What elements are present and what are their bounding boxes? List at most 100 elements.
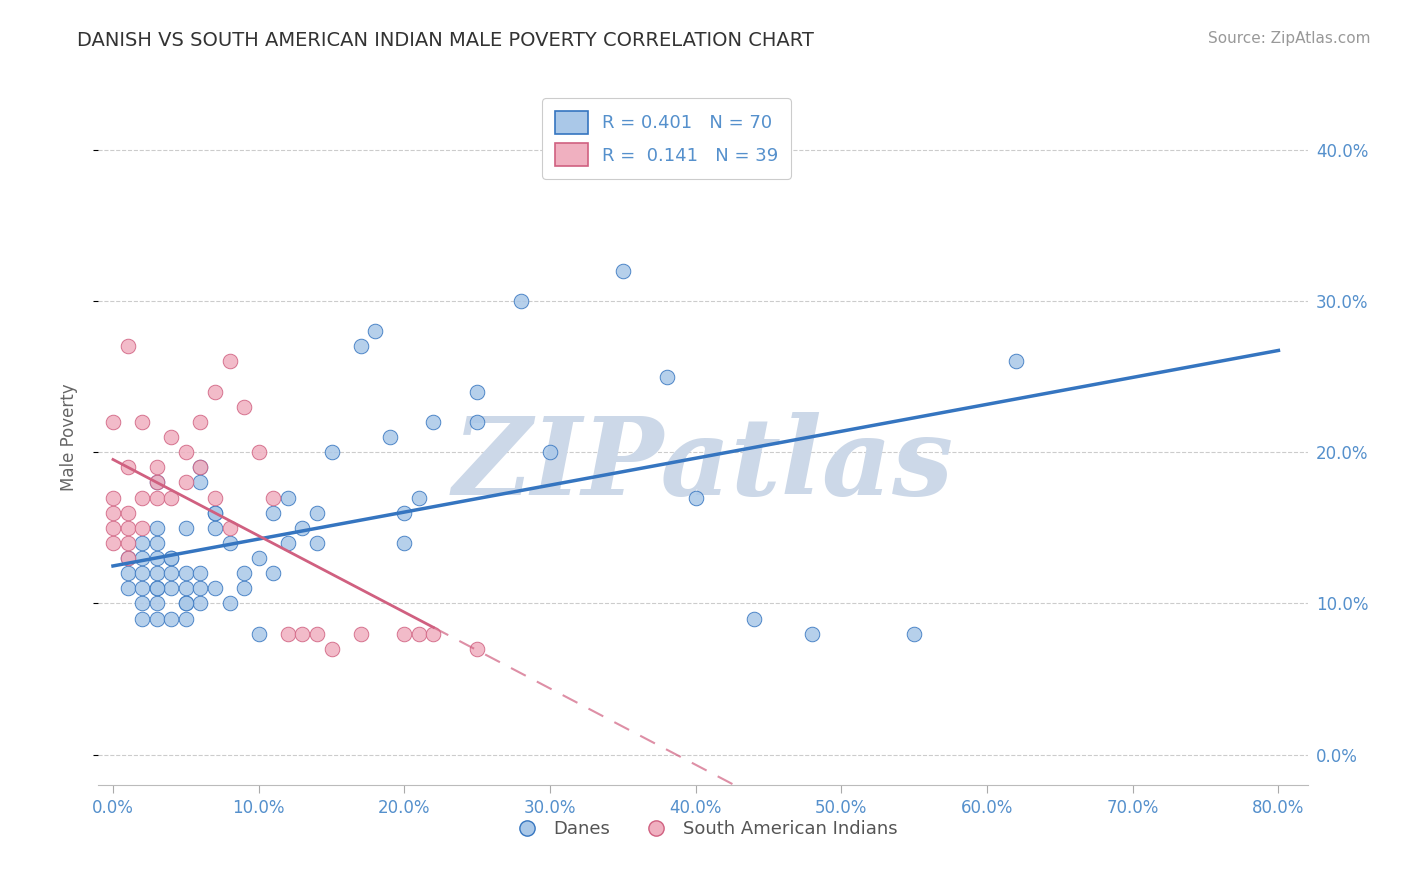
Point [204,384,226,399]
Text: Source: ZipAtlas.com: Source: ZipAtlas.com [1208,31,1371,46]
Point [131,415,153,429]
Point [190,415,212,429]
Point [117,460,139,475]
Point [190,582,212,596]
Point [218,521,240,535]
Point [350,626,373,640]
Point [131,597,153,611]
Point [101,506,124,520]
Point [101,491,124,505]
Point [117,551,139,566]
Point [262,566,284,581]
Point [145,536,167,550]
Point [321,445,343,459]
Point [465,415,488,429]
Point [204,506,226,520]
Point [145,475,167,490]
Point [903,626,925,640]
Point [394,506,416,520]
Point [145,460,167,475]
Point [277,491,299,505]
Point [204,491,226,505]
Point [247,551,270,566]
Point [394,626,416,640]
Point [277,536,299,550]
Point [247,626,270,640]
Point [160,582,183,596]
Point [101,521,124,535]
Point [204,506,226,520]
Point [174,611,197,625]
Point [394,536,416,550]
Point [160,566,183,581]
Point [131,521,153,535]
Point [145,582,167,596]
Point [160,551,183,566]
Point [174,521,197,535]
Point [145,566,167,581]
Point [160,611,183,625]
Point [117,506,139,520]
Point [465,641,488,656]
Point [408,626,430,640]
Point [131,536,153,550]
Text: ZIPatlas: ZIPatlas [453,412,953,518]
Point [218,536,240,550]
Point [801,626,824,640]
Point [538,445,561,459]
Point [131,566,153,581]
Point [160,430,183,444]
Point [247,445,270,459]
Point [408,491,430,505]
Point [174,597,197,611]
Point [218,354,240,368]
Point [364,324,387,338]
Point [117,551,139,566]
Point [145,491,167,505]
Point [160,551,183,566]
Point [204,521,226,535]
Point [350,339,373,353]
Point [262,506,284,520]
Point [612,263,634,277]
Point [174,582,197,596]
Point [305,536,328,550]
Point [190,460,212,475]
Point [190,475,212,490]
Point [291,521,314,535]
Point [655,369,678,384]
Point [145,582,167,596]
Point [321,641,343,656]
Point [509,293,531,308]
Point [218,597,240,611]
Point [174,597,197,611]
Point [422,626,444,640]
Point [190,566,212,581]
Point [233,582,256,596]
Point [145,611,167,625]
Point [174,566,197,581]
Point [262,491,284,505]
Point [305,506,328,520]
Point [1005,354,1028,368]
Point [305,626,328,640]
Point [174,475,197,490]
Point [101,536,124,550]
Point [117,566,139,581]
Point [117,582,139,596]
Point [145,475,167,490]
Point [160,491,183,505]
Point [190,460,212,475]
Point [131,491,153,505]
Point [145,521,167,535]
Point [277,626,299,640]
Point [131,551,153,566]
Point [117,339,139,353]
Point [233,400,256,414]
Legend: Danes, South American Indians: Danes, South American Indians [502,814,904,846]
Text: DANISH VS SOUTH AMERICAN INDIAN MALE POVERTY CORRELATION CHART: DANISH VS SOUTH AMERICAN INDIAN MALE POV… [77,31,814,50]
Point [131,582,153,596]
Point [145,597,167,611]
Point [465,384,488,399]
Point [190,597,212,611]
